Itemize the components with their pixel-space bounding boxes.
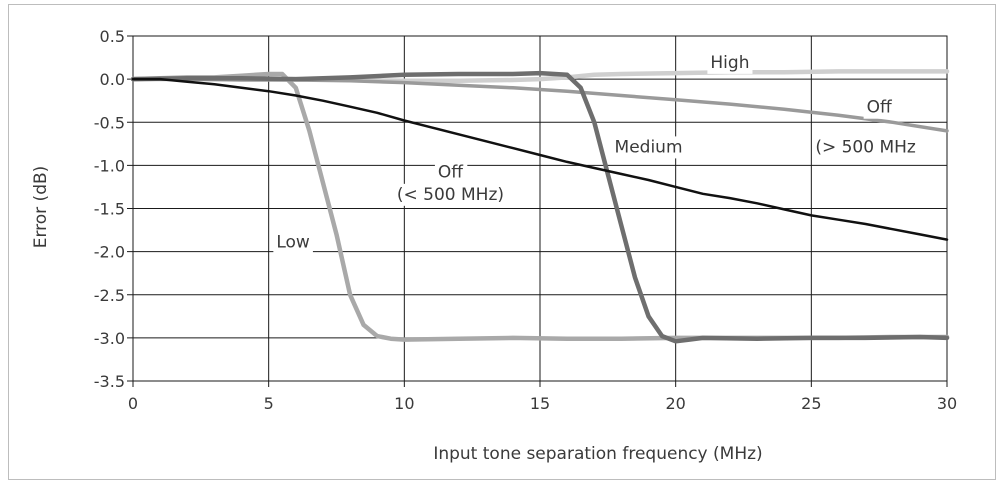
- annotation: Off: [864, 97, 896, 119]
- annotation: Low: [273, 231, 313, 253]
- x-axis-label: Input tone separation frequency (MHz): [433, 444, 762, 464]
- annotation-label: Off: [867, 98, 893, 118]
- annotation-label: Off: [438, 162, 464, 182]
- annotation-label: Medium: [615, 137, 683, 157]
- x-tick-label: 30: [937, 394, 957, 413]
- x-tick-label: 25: [801, 394, 821, 413]
- x-tick-label: 20: [665, 394, 685, 413]
- y-tick-label: 0.5: [100, 27, 125, 46]
- annotation-label: Low: [276, 232, 310, 252]
- annotation: High: [707, 52, 752, 74]
- y-tick-label: -3.0: [94, 329, 125, 348]
- x-tick-label: 10: [394, 394, 414, 413]
- y-axis-label: Error (dB): [31, 166, 51, 249]
- y-tick-label: -2.5: [94, 286, 125, 305]
- annotation: (< 500 MHz): [394, 184, 507, 206]
- annotation: (> 500 MHz: [812, 136, 919, 158]
- x-tick-label: 15: [530, 394, 550, 413]
- annotation: Medium: [612, 136, 686, 158]
- x-tick-label: 0: [128, 394, 138, 413]
- annotation: Off: [435, 161, 467, 183]
- annotation-label: (> 500 MHz: [815, 137, 916, 157]
- y-tick-label: -3.5: [94, 372, 125, 391]
- y-tick-label: -1.0: [94, 156, 125, 175]
- annotation-label: (< 500 MHz): [397, 185, 504, 205]
- y-tick-label: -0.5: [94, 113, 125, 132]
- annotation-label: High: [710, 53, 749, 73]
- x-tick-label: 5: [264, 394, 274, 413]
- y-tick-label: 0.0: [100, 70, 125, 89]
- y-tick-label: -1.5: [94, 200, 125, 219]
- y-tick-label: -2.0: [94, 243, 125, 262]
